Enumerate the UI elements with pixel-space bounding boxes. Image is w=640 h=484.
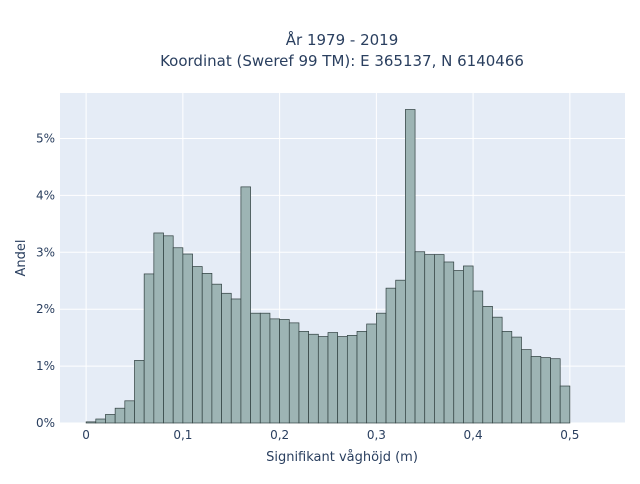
x-tick-label: 0,4 [464,428,483,442]
histogram-bar [395,279,406,424]
histogram-bar [346,335,358,424]
histogram-bar [250,312,261,424]
chart-title: År 1979 - 2019 [286,30,399,49]
histogram-bar [114,407,126,424]
histogram-bar [501,331,513,424]
histogram-bar [530,356,542,424]
bars [85,109,571,424]
histogram-bar [559,385,571,424]
histogram-bar [385,287,397,424]
histogram-bar [424,254,435,424]
histogram-bar [221,292,232,424]
histogram-bar [279,319,290,424]
histogram-bar [172,247,184,424]
y-tick-label: 3% [36,245,55,259]
histogram-bar [211,283,222,424]
histogram-bar [482,306,493,424]
histogram-bar [269,318,280,424]
histogram-bar [182,253,193,424]
histogram-bar [356,331,368,424]
x-axis-title: Signifikant våghöjd (m) [266,450,418,465]
histogram-bar [376,312,387,424]
histogram-bar [163,235,174,424]
x-tick-label: 0,2 [270,428,289,442]
histogram-bar [230,298,242,424]
histogram-bar [434,254,445,424]
histogram-bar [105,414,116,424]
y-tick-label: 4% [36,188,55,202]
x-tick-label: 0,3 [367,428,386,442]
histogram-bar [153,232,164,424]
x-tick-label: 0,5 [560,428,579,442]
y-axis-title: Andel [14,240,29,277]
y-tick-label: 1% [36,359,55,373]
chart-subtitle: Koordinat (Sweref 99 TM): E 365137, N 61… [160,52,524,70]
histogram-bar [453,270,464,424]
histogram-bar [124,400,135,424]
histogram-bar [443,261,455,424]
histogram-bar [472,290,484,424]
histogram-bar [492,316,503,424]
histogram-bar [298,331,309,424]
y-tick-labels: 0% 1% 2% 3% 4% 5% [36,132,55,430]
x-tick-label: 0 [82,428,90,442]
histogram-bar [143,273,155,424]
histogram-bar [240,186,251,424]
histogram-bar [259,312,271,424]
histogram-bar [288,322,300,424]
histogram-bar [414,251,426,424]
histogram-bar [366,323,377,424]
histogram-bar [521,349,532,424]
histogram-bar [540,357,551,424]
histogram-bar [308,333,319,424]
histogram-bar [511,336,522,424]
y-tick-label: 2% [36,302,55,316]
histogram-bar [337,336,348,424]
x-tick-labels: 0 0,1 0,2 0,3 0,4 0,5 [82,428,579,442]
histogram-bar [463,265,474,424]
y-tick-label: 0% [36,416,55,430]
histogram-bar [192,266,203,424]
histogram-bar [85,421,97,424]
histogram-bar [317,336,329,424]
histogram-bar [95,418,106,424]
histogram-bar [405,109,416,424]
y-tick-label: 5% [36,132,55,146]
histogram-bar [550,358,561,424]
x-tick-label: 0,1 [173,428,192,442]
histogram-bar [134,360,145,424]
histogram-bar [327,332,339,424]
histogram-bar [201,273,213,424]
